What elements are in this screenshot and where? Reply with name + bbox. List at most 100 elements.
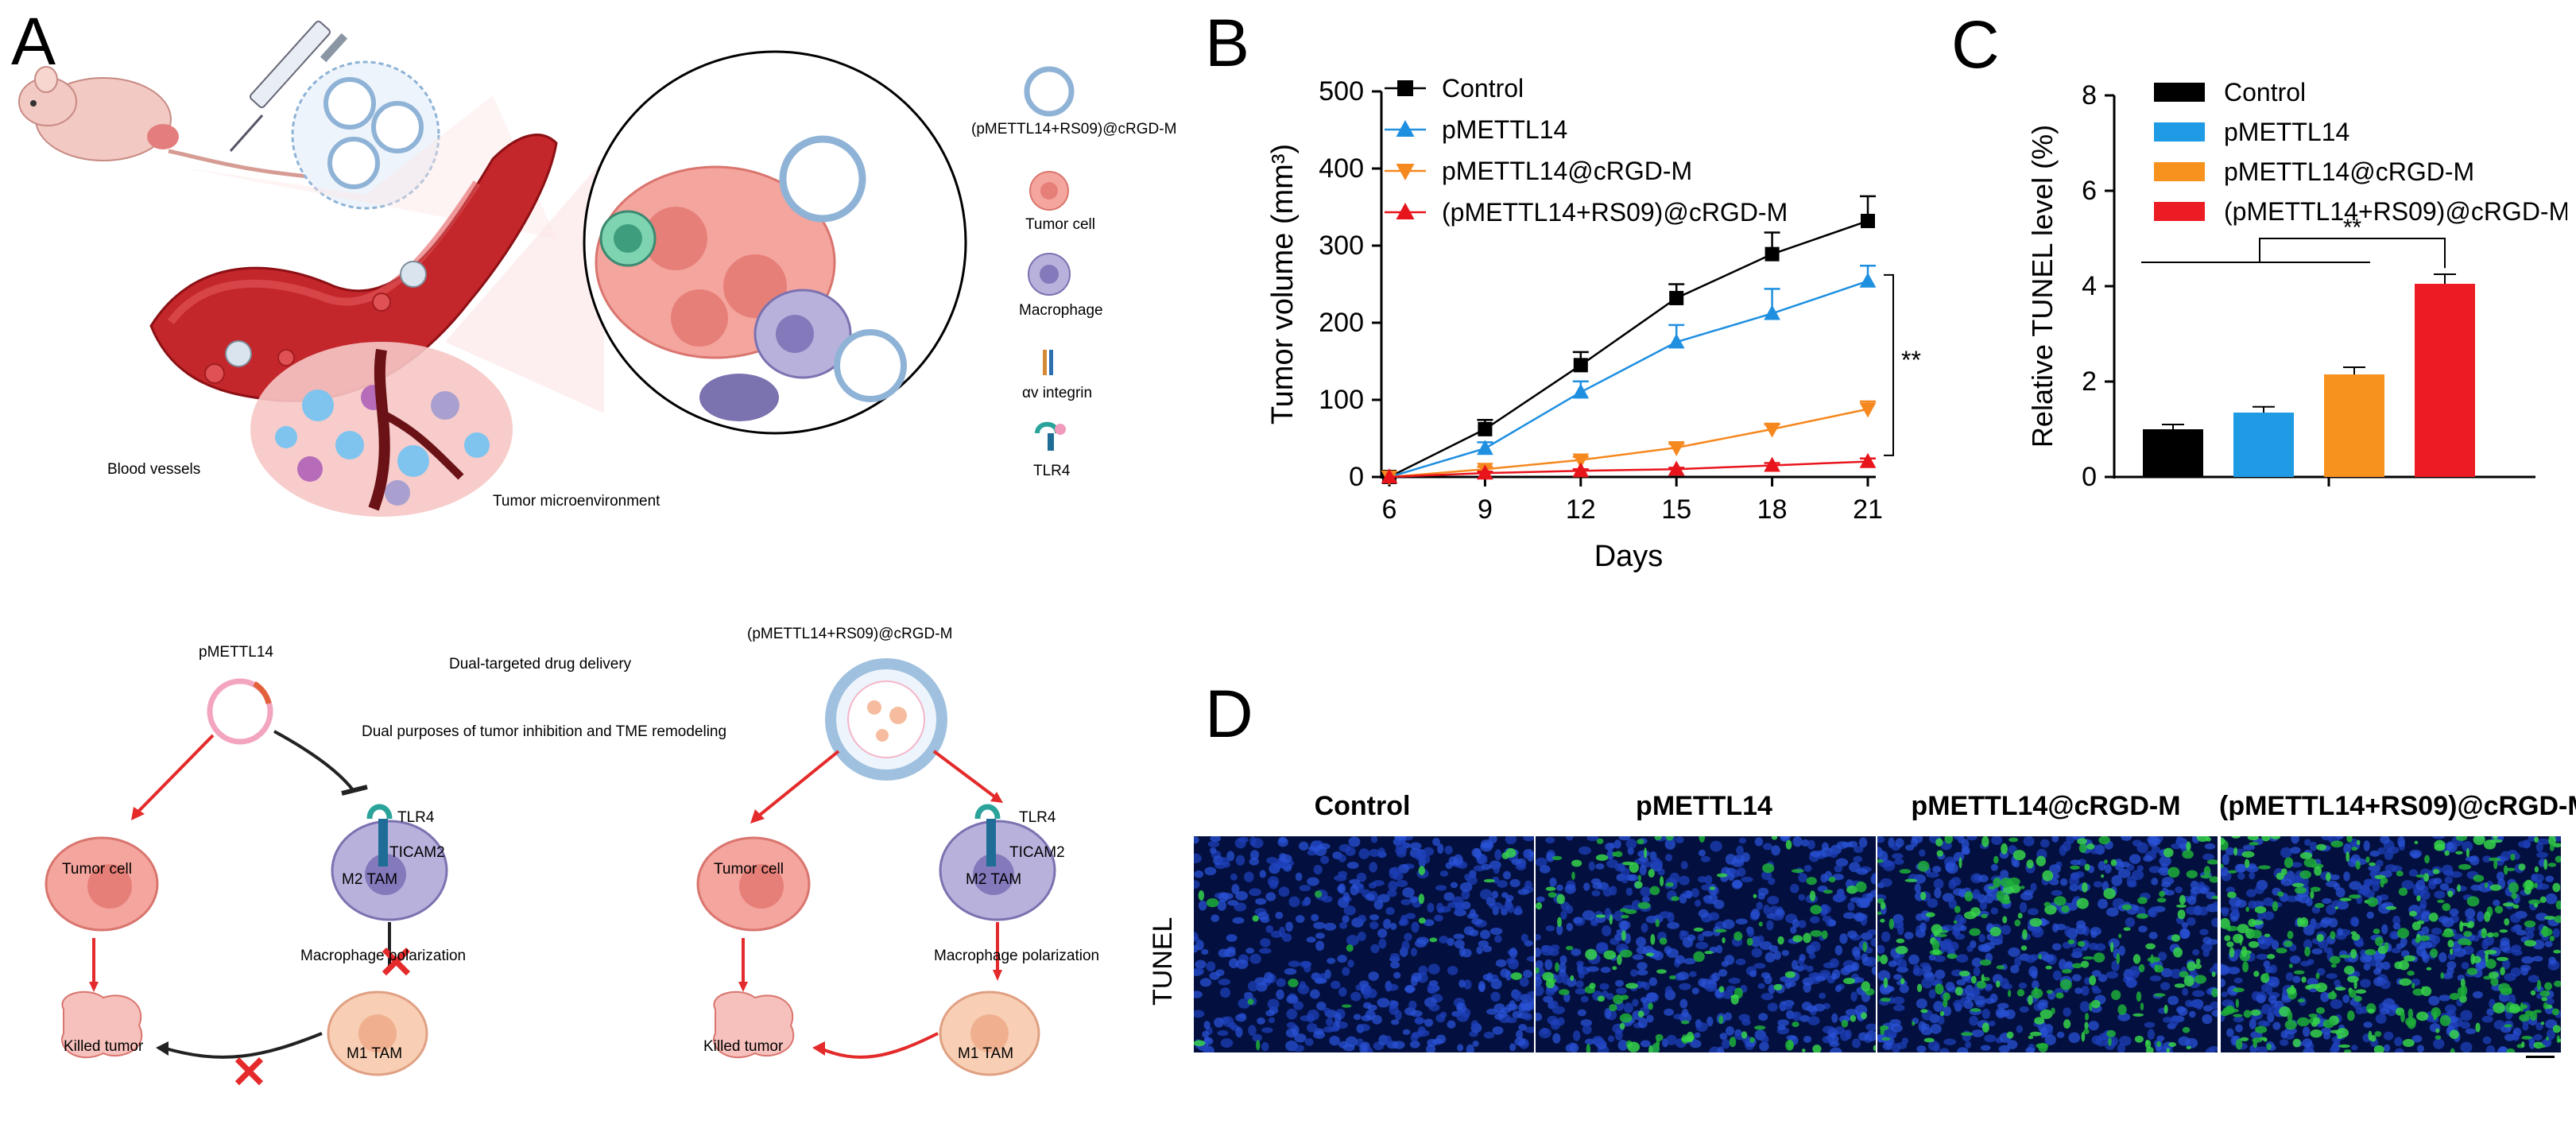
nucleus [1235, 1014, 1247, 1022]
nucleus [1871, 873, 1876, 881]
tunel-positive-cell [2415, 874, 2426, 878]
nucleus [2349, 917, 2360, 927]
tunel-positive-cell [2194, 975, 2207, 984]
nucleus [1831, 1013, 1838, 1023]
tunel-positive-cell [2186, 841, 2191, 851]
data-point [1764, 304, 1780, 320]
legend-swatch [2154, 202, 2205, 221]
nucleus [1516, 1029, 1524, 1040]
tunel-positive-cell [2450, 948, 2454, 955]
nucleus [2428, 995, 2440, 1006]
nucleus [1799, 954, 1806, 962]
nucleus [1244, 871, 1254, 882]
nucleus [1727, 873, 1735, 882]
nucleus [1509, 1043, 1517, 1052]
nucleus [1965, 1041, 1972, 1049]
tunel-positive-cell [2225, 925, 2238, 932]
tunel-positive-cell [2211, 988, 2218, 998]
tunel-positive-cell [1666, 836, 1674, 841]
nucleus [2077, 859, 2086, 866]
legend-marker [1397, 80, 1413, 96]
nucleus [1666, 948, 1679, 959]
tunel-positive-cell [2484, 911, 2491, 922]
tunel-positive-cell [2346, 836, 2353, 843]
tunel-positive-cell [1862, 942, 1867, 952]
nucleus [2401, 880, 2415, 890]
data-point [1859, 452, 1877, 468]
tunel-positive-cell [1746, 937, 1753, 946]
nucleus [1356, 872, 1367, 882]
tunel-positive-cell [1958, 857, 1962, 869]
nucleus [1300, 960, 1312, 968]
nucleus [2030, 882, 2037, 892]
nucleus [2188, 1001, 2196, 1007]
nucleus [1943, 938, 1952, 945]
nucleus [1492, 1026, 1504, 1035]
tunel-positive-cell [1536, 901, 1543, 910]
nucleus [1853, 977, 1865, 983]
nucleus [1367, 1004, 1377, 1011]
nucleus [1447, 1020, 1456, 1029]
x-tick-label: 21 [1853, 494, 1883, 525]
nucleus [1490, 991, 1501, 1002]
tunel-positive-cell [2421, 986, 2432, 997]
left-polarization-label: Macrophage polarization [300, 948, 467, 964]
tunel-positive-cell [2500, 987, 2512, 995]
tunel-positive-cell [1603, 950, 1617, 960]
nucleus [1829, 851, 1838, 859]
nucleus [1206, 961, 1216, 972]
nucleus [1314, 978, 1327, 984]
nucleus [2016, 1025, 2023, 1033]
nucleus [1505, 836, 1517, 845]
tunel-positive-cell [1900, 978, 1905, 985]
tunel-positive-cell [2449, 993, 2460, 1000]
nucleus [1383, 918, 1392, 929]
tunel-positive-cell [2457, 884, 2462, 893]
tunel-positive-cell [2235, 1038, 2243, 1050]
nucleus [1963, 1000, 1974, 1010]
nucleus [1555, 884, 1563, 891]
tunel-positive-cell [2419, 935, 2431, 941]
nucleus [1478, 980, 1486, 991]
nucleus [1337, 885, 1345, 893]
tunel-positive-cell [2484, 882, 2489, 888]
tunel-positive-cell [2091, 999, 2101, 1009]
nucleus [1414, 1016, 1424, 1025]
nucleus [2431, 927, 2442, 935]
tunel-positive-cell [2221, 837, 2225, 846]
y-tick-label: 6 [2082, 176, 2097, 206]
nucleus [1400, 914, 1408, 925]
nucleus [2070, 859, 2081, 866]
tunel-positive-cell [1971, 975, 1977, 984]
nucleus [1768, 944, 1779, 952]
tunel-positive-cell [2508, 1003, 2520, 1014]
legend-marker [1396, 164, 1415, 180]
nucleus [2449, 908, 2459, 917]
nucleus [1513, 990, 1523, 1002]
tunel-positive-cell [2179, 894, 2186, 905]
nucleus [1584, 1038, 1595, 1045]
nucleus [1389, 1003, 1399, 1015]
tunel-positive-cell [2355, 989, 2367, 994]
nucleus [1346, 862, 1359, 869]
nucleus [1625, 887, 1633, 896]
nucleus [2543, 1037, 2552, 1047]
nucleus [1956, 979, 1966, 986]
tunel-positive-cell [2308, 1013, 2318, 1018]
nucleus [1572, 1030, 1581, 1041]
nucleus [1735, 918, 1748, 924]
left-m2-label: M2 TAM [342, 871, 398, 888]
nucleus [2460, 1021, 2470, 1029]
nucleus [1368, 971, 1379, 981]
nucleus [1282, 932, 1292, 942]
tunel-positive-cell [1896, 938, 1905, 944]
tunel-positive-cell [2540, 1021, 2545, 1025]
nucleus [1940, 942, 1954, 952]
tunel-positive-cell [1625, 983, 1639, 989]
nucleus [1396, 879, 1408, 887]
tunel-positive-cell [2083, 1029, 2090, 1035]
tunel-positive-cell [2330, 840, 2344, 848]
tunel-positive-cell [2080, 960, 2090, 968]
nucleus [2331, 900, 2343, 909]
nucleus [1856, 868, 1869, 875]
